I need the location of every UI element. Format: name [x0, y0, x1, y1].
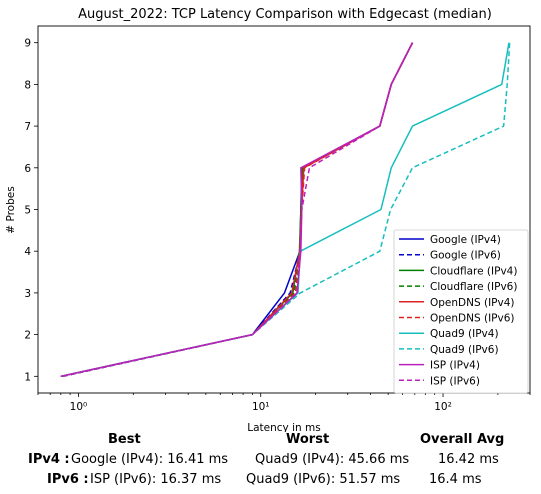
legend-box	[393, 229, 529, 394]
legend: Google (IPv4) Google (IPv6) Cloudflare (IP…	[393, 229, 529, 394]
legend-label: Quad9 (IPv6)	[430, 344, 499, 356]
ipv4-worst-value: Quad9 (IPv4): 45.66 ms	[255, 452, 410, 467]
x-axis-title: Latency in ms	[247, 422, 320, 432]
worst-header: Worst	[286, 432, 330, 447]
chart-title: August_2022: TCP Latency Comparison with…	[78, 7, 492, 22]
legend-label: OpenDNS (IPv6)	[430, 313, 515, 325]
y-tick-label: 4	[24, 246, 31, 258]
series-line-1	[62, 42, 414, 378]
y-tick-label: 3	[24, 288, 31, 300]
y-tick-label: 2	[24, 330, 31, 342]
x-tick-label: 10¹	[252, 401, 270, 413]
latency-chart: August_2022: TCP Latency Comparison with…	[5, 7, 531, 432]
ipv6-row-label: IPv6 :	[47, 472, 89, 487]
y-tick-label: 5	[24, 205, 31, 217]
y-tick-label: 9	[24, 38, 31, 50]
best-header: Best	[108, 432, 141, 447]
legend-label: Quad9 (IPv4)	[430, 328, 499, 340]
y-tick-label: 1	[24, 371, 31, 383]
y-tick-label: 8	[24, 79, 31, 91]
series-line-2	[60, 42, 414, 378]
series-line-3	[62, 42, 414, 378]
plot-lines	[60, 42, 511, 378]
legend-label: OpenDNS (IPv4)	[430, 297, 515, 309]
legend-label: ISP (IPv4)	[430, 360, 480, 372]
x-tick-label: 10⁰	[70, 401, 88, 413]
series-line-0	[60, 42, 414, 378]
legend-label: ISP (IPv6)	[430, 375, 480, 387]
legend-label: Cloudflare (IPv6)	[430, 281, 517, 293]
ipv6-best-value: ISP (IPv6): 16.37 ms	[90, 472, 222, 487]
x-axis-ticks: 10⁰ 10¹ 10²	[37, 393, 531, 413]
legend-label: Cloudflare (IPv4)	[430, 265, 517, 277]
overall-avg-header: Overall Avg	[420, 432, 505, 447]
ipv4-best-value: Google (IPv4): 16.41 ms	[71, 452, 229, 467]
series-line-4	[60, 42, 414, 378]
ipv4-row-label: IPv4 :	[28, 452, 70, 467]
ipv6-avg-value: 16.4 ms	[429, 472, 482, 487]
legend-label: Google (IPv6)	[430, 250, 501, 262]
series-line-9	[62, 42, 414, 378]
x-tick-label: 10²	[434, 401, 452, 413]
ipv6-worst-value: Quad9 (IPv6): 51.57 ms	[246, 472, 401, 487]
y-tick-label: 7	[24, 121, 31, 133]
series-line-5	[62, 42, 414, 378]
y-axis-title: # Probes	[5, 186, 17, 233]
y-tick-label: 6	[24, 163, 31, 175]
stats-table: Best Worst Overall Avg IPv4 : Google (IP…	[0, 432, 541, 492]
series-line-8	[60, 42, 414, 378]
legend-label: Google (IPv4)	[430, 234, 501, 246]
y-axis-ticks: 1 2 3 4 5 6 7 8 9	[24, 38, 38, 383]
ipv4-avg-value: 16.42 ms	[438, 452, 499, 467]
